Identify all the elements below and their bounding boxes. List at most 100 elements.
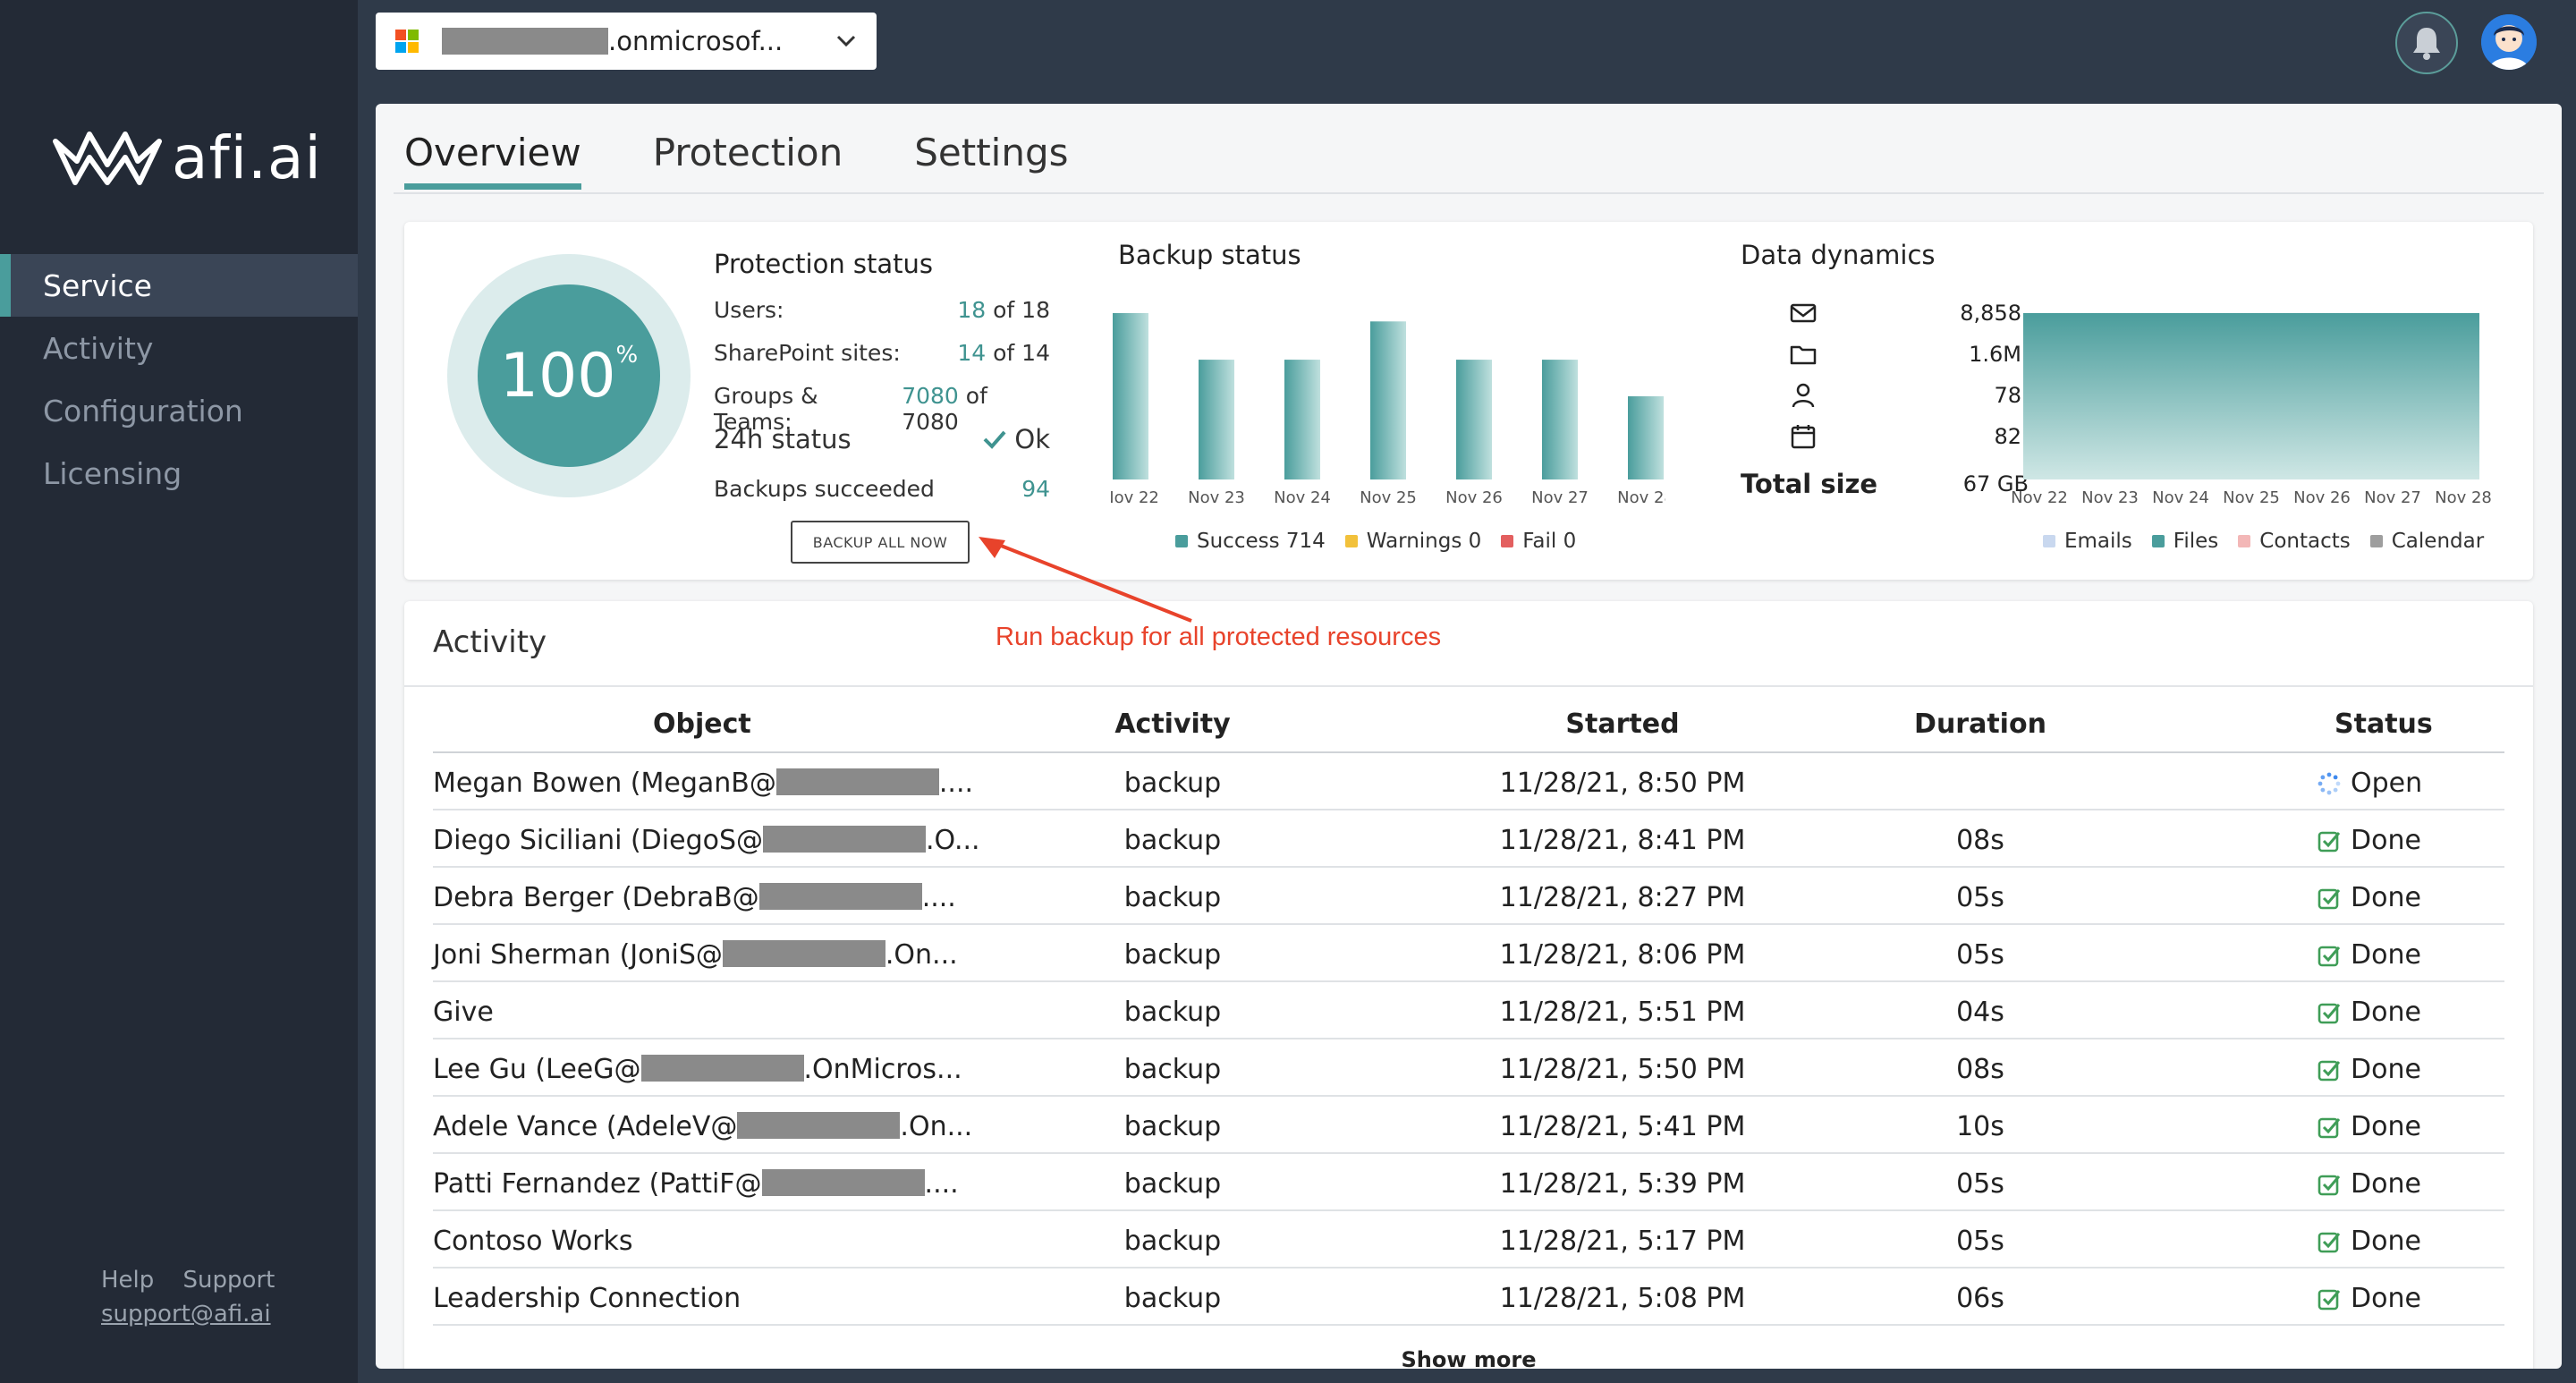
- table-row[interactable]: Adele Vance (AdeleV@ .On... backup 11/28/21…: [433, 1097, 2504, 1154]
- duration-cell: 05s: [1956, 939, 2004, 971]
- support-email-link[interactable]: support@afi.ai: [101, 1301, 271, 1328]
- object-cell[interactable]: Patti Fernandez (PattiF@....: [433, 1168, 959, 1200]
- activity-cell: backup: [1123, 1226, 1222, 1257]
- table-row[interactable]: Megan Bowen (MeganB@.... backup 11/28/21, …: [433, 753, 2504, 810]
- object-cell[interactable]: Lee Gu (LeeG@ .OnMicros...: [433, 1054, 962, 1085]
- bar-nov-26[interactable]: [1456, 360, 1492, 479]
- table-row[interactable]: Debra Berger (DebraB@.... backup 11/28/21,…: [433, 868, 2504, 925]
- backups-label: Backups succeeded: [714, 476, 935, 502]
- status-label: Done: [2351, 939, 2421, 971]
- table-row[interactable]: Give backup 11/28/21, 5:51 PM 04s Done: [433, 982, 2504, 1039]
- object-suffix: ....: [938, 768, 974, 799]
- object-cell[interactable]: Joni Sherman (JoniS@ .On...: [433, 939, 958, 971]
- legend-fail[interactable]: Fail 0: [1501, 530, 1576, 553]
- protection-status-title: Protection status: [714, 249, 934, 279]
- backup-status-legend: Success 714 Warnings 0 Fail 0: [1175, 530, 1596, 553]
- object-name: Adele Vance (AdeleV@: [433, 1111, 738, 1142]
- protection-percent: 100: [499, 340, 616, 412]
- object-suffix: ....: [924, 1168, 959, 1200]
- table-row[interactable]: Lee Gu (LeeG@ .OnMicros... backup 11/28/21,…: [433, 1039, 2504, 1097]
- legend-contacts[interactable]: Contacts: [2238, 530, 2351, 553]
- users-value[interactable]: 18: [957, 297, 987, 323]
- object-cell[interactable]: Megan Bowen (MeganB@....: [433, 768, 973, 799]
- object-name: Lee Gu (LeeG@: [433, 1054, 641, 1085]
- object-cell[interactable]: Give: [433, 997, 494, 1028]
- object-cell[interactable]: Adele Vance (AdeleV@ .On...: [433, 1111, 972, 1142]
- status-label: Done: [2351, 882, 2421, 913]
- backups-row: Backups succeeded 94: [714, 476, 1050, 502]
- users-total: of 18: [993, 297, 1050, 323]
- bar-nov-27[interactable]: [1542, 360, 1578, 479]
- activity-divider: [404, 685, 2533, 687]
- table-row[interactable]: Contoso Works backup 11/28/21, 5:17 PM 05s D…: [433, 1211, 2504, 1268]
- show-more-button[interactable]: Show more: [1401, 1347, 1537, 1369]
- sharepoint-value[interactable]: 14: [957, 340, 987, 366]
- backup-status-title: Backup status: [1118, 240, 1301, 270]
- bell-icon[interactable]: [2395, 12, 2458, 74]
- duration-cell: 05s: [1956, 882, 2004, 913]
- bar-nov-25[interactable]: [1370, 321, 1406, 479]
- legend-success[interactable]: Success 714: [1175, 530, 1326, 553]
- status-cell: Done: [2317, 1054, 2421, 1085]
- groups-label: Groups & Teams:: [714, 383, 818, 435]
- bar-nov-22[interactable]: [1113, 313, 1148, 479]
- check-box-icon: [2318, 1289, 2341, 1310]
- chevron-down-icon: [835, 29, 857, 54]
- object-suffix: .On...: [900, 1111, 973, 1142]
- protection-ring: 100 %: [447, 254, 691, 497]
- check-box-icon: [2318, 1060, 2341, 1081]
- dd-emails-row: 8,858: [1789, 299, 2021, 327]
- avatar[interactable]: [2481, 14, 2537, 70]
- duration-cell: 08s: [1956, 1054, 2004, 1085]
- status-cell: Done: [2317, 1168, 2421, 1200]
- legend-files[interactable]: Files: [2151, 530, 2218, 553]
- tenant-selector[interactable]: .onmicrosof...: [376, 13, 877, 70]
- bar-nov-23[interactable]: [1199, 360, 1234, 479]
- dd-calendar-value: 82: [1994, 424, 2021, 449]
- backups-value[interactable]: 94: [1021, 476, 1050, 502]
- bar-nov-28[interactable]: [1628, 396, 1664, 479]
- object-cell[interactable]: Leadership Connection: [433, 1283, 741, 1314]
- table-row[interactable]: Leadership Connection backup 11/28/21, 5:0…: [433, 1268, 2504, 1326]
- object-cell[interactable]: Diego Siciliani (DiegoS@ .O...: [433, 825, 980, 856]
- tab-protection[interactable]: Protection: [652, 131, 843, 174]
- sharepoint-label: SharePoint sites:: [714, 340, 901, 366]
- sharepoint-row: SharePoint sites: 14 of 14: [714, 340, 1050, 366]
- check-box-icon: [2318, 946, 2341, 966]
- status-cell: Done: [2317, 997, 2421, 1028]
- object-suffix: .O...: [926, 825, 980, 856]
- nav-activity[interactable]: Activity: [43, 330, 154, 366]
- object-cell[interactable]: Contoso Works: [433, 1226, 633, 1257]
- nav-configuration[interactable]: Configuration: [43, 393, 243, 428]
- status-cell: Done: [2317, 882, 2421, 913]
- swatch-success: [1175, 535, 1188, 547]
- started-cell: 11/28/21, 8:41 PM: [1499, 825, 1746, 856]
- table-row[interactable]: Diego Siciliani (DiegoS@ .O... backup 11/28…: [433, 810, 2504, 868]
- swatch-fail: [1501, 535, 1514, 547]
- legend-emails-label: Emails: [2064, 530, 2132, 553]
- legend-calendar[interactable]: Calendar: [2369, 530, 2484, 553]
- legend-emails[interactable]: Emails: [2043, 530, 2132, 553]
- activity-cell: backup: [1123, 825, 1222, 856]
- check-icon: [983, 430, 1006, 449]
- nav-service[interactable]: Service: [0, 254, 358, 317]
- table-row[interactable]: Patti Fernandez (PattiF@.... backup 11/28/…: [433, 1154, 2504, 1211]
- table-row[interactable]: Joni Sherman (JoniS@ .On... backup 11/28/21…: [433, 925, 2504, 982]
- files-area[interactable]: [2023, 313, 2479, 479]
- bar-nov-24[interactable]: [1284, 360, 1320, 479]
- groups-value[interactable]: 7080: [902, 383, 959, 409]
- status-label: Done: [2351, 1111, 2421, 1142]
- activity-cell: backup: [1123, 882, 1222, 913]
- help-link[interactable]: Help: [101, 1267, 155, 1294]
- x-tick-label: Nov 23: [2081, 488, 2139, 507]
- legend-warnings[interactable]: Warnings 0: [1344, 530, 1481, 553]
- support-link[interactable]: Support: [182, 1267, 275, 1294]
- backup-all-now-button[interactable]: BACKUP ALL NOW: [791, 521, 970, 564]
- data-dynamics-title: Data dynamics: [1741, 240, 1936, 270]
- x-tick-label: Nov 27: [2364, 488, 2421, 507]
- logo[interactable]: afi.ai: [52, 123, 322, 192]
- nav-licensing[interactable]: Licensing: [43, 455, 182, 491]
- tab-settings[interactable]: Settings: [914, 131, 1069, 174]
- object-cell[interactable]: Debra Berger (DebraB@....: [433, 882, 956, 913]
- tab-overview[interactable]: Overview: [404, 131, 581, 190]
